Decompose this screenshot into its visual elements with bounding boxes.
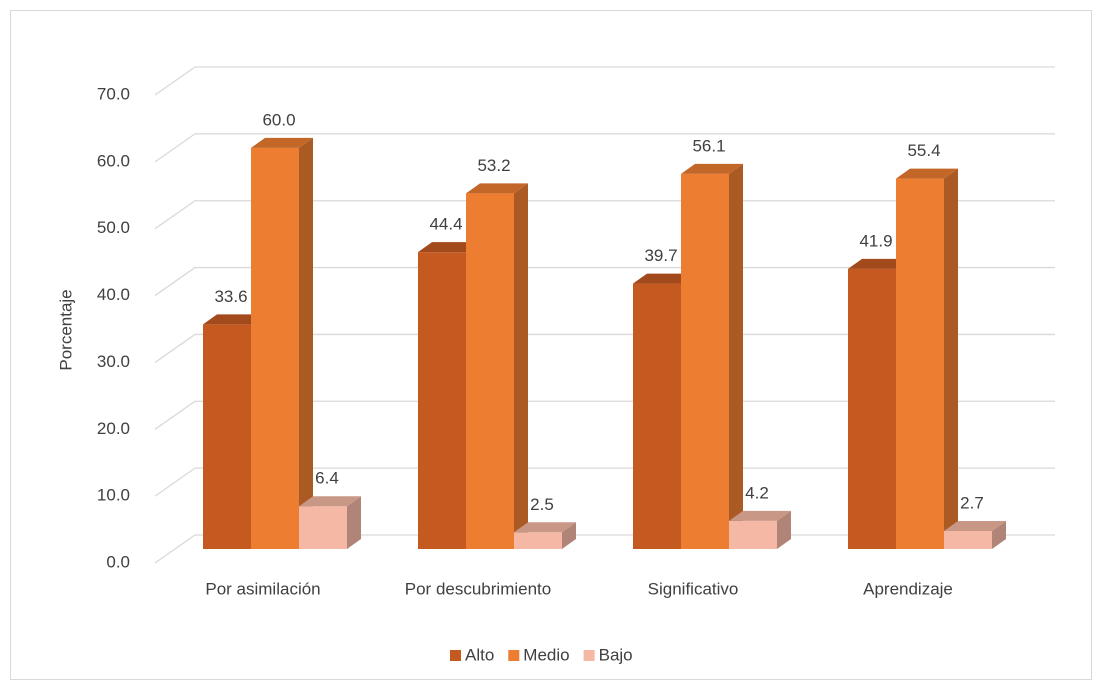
bar-top bbox=[944, 520, 1006, 531]
y-tick-label: 40.0 bbox=[97, 285, 130, 304]
grid-line bbox=[154, 400, 1055, 430]
bar-side bbox=[347, 496, 361, 549]
bar-side bbox=[514, 183, 528, 549]
y-tick-label: 10.0 bbox=[97, 486, 130, 505]
data-label: 6.4 bbox=[315, 469, 339, 488]
data-label: 33.6 bbox=[214, 287, 247, 306]
y-tick-label: 60.0 bbox=[97, 151, 130, 170]
legend-swatch bbox=[508, 650, 520, 661]
grid-line bbox=[154, 467, 1055, 497]
bar-top bbox=[681, 163, 743, 174]
bar bbox=[944, 520, 1006, 549]
y-tick-label: 50.0 bbox=[97, 218, 130, 237]
x-tick-label: Significativo bbox=[648, 579, 739, 598]
bar-front bbox=[944, 530, 992, 549]
bar-top bbox=[514, 522, 576, 533]
bar-top bbox=[251, 137, 313, 148]
bar-front bbox=[466, 193, 514, 549]
bar-side bbox=[299, 137, 313, 549]
y-axis-title: Porcentaje bbox=[56, 289, 75, 370]
bar-top bbox=[848, 258, 910, 269]
bar-front bbox=[514, 532, 562, 549]
bar-top bbox=[299, 496, 361, 507]
y-tick-label: 70.0 bbox=[97, 84, 130, 103]
bar-front bbox=[848, 268, 896, 549]
data-label: 44.4 bbox=[429, 215, 462, 234]
legend-label: Alto bbox=[465, 645, 494, 664]
data-label: 2.5 bbox=[530, 495, 554, 514]
bar bbox=[896, 168, 958, 549]
x-tick-label: Por asimilación bbox=[205, 579, 320, 598]
data-label: 41.9 bbox=[859, 231, 892, 250]
bar-front bbox=[681, 173, 729, 549]
bar-top bbox=[896, 168, 958, 179]
data-label: 2.7 bbox=[960, 493, 984, 512]
y-tick-label: 20.0 bbox=[97, 419, 130, 438]
x-tick-label: Aprendizaje bbox=[863, 579, 953, 598]
bar-top bbox=[729, 510, 791, 521]
grid-line bbox=[154, 133, 1055, 163]
bar-top bbox=[466, 183, 528, 194]
bar-side bbox=[777, 510, 791, 549]
bar-side bbox=[562, 522, 576, 549]
bar bbox=[466, 183, 528, 549]
bar-front bbox=[418, 252, 466, 549]
data-label: 53.2 bbox=[477, 156, 510, 175]
x-tick-label: Por descubrimiento bbox=[405, 579, 551, 598]
legend-label: Medio bbox=[523, 645, 569, 664]
data-label: 60.0 bbox=[262, 110, 295, 129]
data-label: 56.1 bbox=[692, 136, 725, 155]
grid-line bbox=[154, 266, 1055, 297]
bar-front bbox=[203, 324, 251, 549]
bar-side bbox=[992, 520, 1006, 549]
bar-side bbox=[729, 163, 743, 549]
bar-front bbox=[896, 178, 944, 549]
data-label: 39.7 bbox=[644, 246, 677, 265]
bar-front bbox=[633, 283, 681, 549]
data-label: 4.2 bbox=[745, 483, 769, 502]
grid-line bbox=[154, 66, 1055, 96]
bar-top bbox=[418, 242, 480, 253]
bar-top bbox=[633, 273, 695, 284]
bar-front bbox=[299, 506, 347, 549]
bar bbox=[251, 137, 313, 549]
grid-line bbox=[154, 333, 1055, 363]
bar-side bbox=[944, 168, 958, 549]
bar-front bbox=[729, 520, 777, 549]
legend-swatch bbox=[450, 650, 461, 661]
bar-front bbox=[251, 147, 299, 549]
legend-swatch bbox=[583, 650, 595, 661]
legend-label: Bajo bbox=[599, 645, 633, 664]
bar bbox=[299, 496, 361, 549]
data-label: 55.4 bbox=[907, 141, 940, 160]
bar-top bbox=[203, 314, 265, 325]
bar bbox=[681, 163, 743, 549]
grid-line bbox=[154, 200, 1055, 230]
y-tick-label: 0.0 bbox=[106, 552, 130, 571]
y-tick-label: 30.0 bbox=[97, 352, 130, 371]
bar bbox=[729, 510, 791, 549]
bar bbox=[514, 522, 576, 549]
